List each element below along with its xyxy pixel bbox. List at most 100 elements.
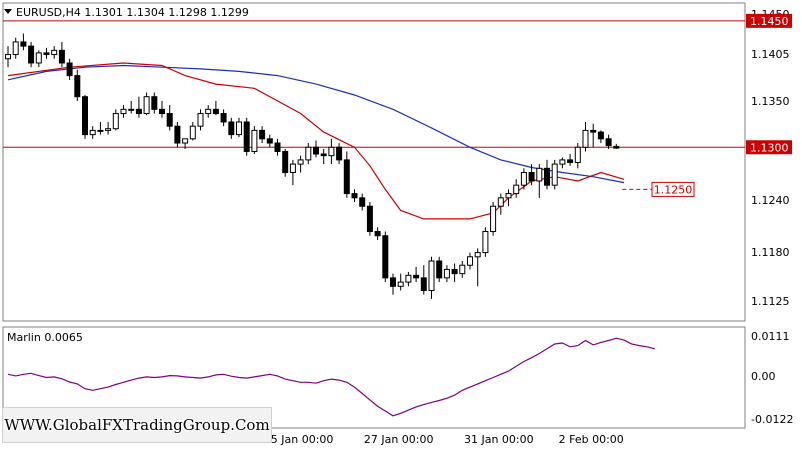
candle	[451, 263, 458, 283]
candle	[174, 121, 181, 148]
x-tick-label: 2 Feb 00:00	[559, 433, 624, 446]
candle	[58, 41, 65, 68]
candle	[251, 126, 258, 154]
candle-body	[43, 52, 50, 56]
symbol-header: EURUSD,H4 1.1301 1.1304 1.1298 1.1299	[16, 6, 249, 19]
candle-body	[513, 184, 520, 195]
candle-body	[451, 268, 458, 275]
candle-body	[174, 125, 181, 144]
candle-body	[189, 125, 196, 140]
candle-body	[536, 167, 543, 182]
candle-body	[597, 131, 604, 140]
price-tick-label: 1.1405	[751, 48, 790, 61]
candle-body	[390, 277, 396, 287]
candle-body	[397, 281, 404, 287]
candle	[289, 159, 296, 186]
price-tick-label: 1.1125	[751, 295, 790, 308]
candle-body	[366, 205, 373, 233]
candle-body	[197, 113, 204, 127]
candle	[428, 256, 435, 299]
candle	[182, 138, 189, 149]
price-chart: 1.1250	[3, 20, 745, 299]
candle-body	[82, 96, 88, 136]
candle-body	[520, 172, 527, 186]
candle-body	[528, 172, 535, 182]
candle	[497, 193, 504, 215]
candle-body	[474, 252, 481, 258]
candle	[520, 168, 527, 190]
candle	[197, 109, 204, 131]
candle	[205, 105, 212, 118]
candle-body	[166, 113, 173, 127]
indicator-label: Marlin 0.0065	[7, 331, 83, 344]
indicator-tick-label: 0.00	[751, 370, 776, 383]
candle-body	[443, 268, 450, 279]
candle-body	[320, 153, 327, 157]
level-price-box	[746, 13, 792, 28]
annotation-label: 1.1250	[654, 183, 693, 196]
level-price-label: 1.1300	[750, 141, 789, 154]
candle	[97, 121, 104, 135]
candle	[20, 33, 27, 51]
candle-body	[5, 54, 11, 60]
candle-body	[574, 146, 581, 163]
candle	[243, 117, 250, 156]
candle-body	[182, 138, 189, 144]
candle	[413, 266, 420, 283]
candle	[274, 138, 281, 156]
x-axis: 25 Jan 00:00 27 Jan 00:00 31 Jan 00:00 2 Fe…	[264, 433, 624, 446]
level-price-box	[746, 140, 792, 155]
candle-body	[205, 108, 212, 115]
candle	[259, 126, 266, 144]
candle-body	[559, 159, 566, 165]
candle-body	[266, 138, 273, 144]
candle-body	[51, 49, 58, 56]
candle	[35, 50, 42, 68]
candle	[212, 100, 219, 116]
price-tick-label: 1.1240	[751, 194, 790, 207]
level-price-boxes: 1.1450 1.1300	[746, 13, 792, 155]
candle	[405, 271, 412, 287]
candle-body	[120, 108, 127, 115]
candle	[12, 37, 19, 59]
candle-body	[66, 62, 73, 77]
candle	[320, 148, 327, 165]
candle	[536, 164, 543, 198]
candle	[135, 96, 142, 118]
candle	[420, 265, 427, 295]
candle	[544, 159, 550, 190]
candle-body	[243, 121, 250, 152]
price-tick-label: 1.1180	[751, 246, 790, 259]
candle-body	[305, 146, 312, 161]
candle	[467, 252, 473, 270]
candle	[66, 58, 73, 80]
price-tick-label: 1.1350	[751, 95, 790, 108]
candle	[228, 117, 235, 139]
candle	[613, 143, 620, 149]
candle-body	[436, 260, 443, 279]
candle-body	[35, 52, 42, 64]
candle-body	[490, 205, 497, 233]
watermark: WWW.GlobalFXTradingGroup.Com	[2, 407, 272, 443]
candle	[482, 227, 489, 257]
candle	[166, 105, 173, 131]
candle-body	[505, 193, 512, 199]
candle-body	[74, 75, 81, 98]
candle-body	[89, 129, 96, 136]
candle-body	[551, 163, 558, 186]
candle	[89, 126, 96, 139]
candle-body	[613, 145, 620, 149]
candle	[505, 189, 512, 207]
indicator-tick-label: -0.0122	[751, 413, 793, 426]
candle	[490, 202, 497, 236]
candle	[313, 140, 319, 158]
candle-body	[497, 197, 504, 207]
x-tick-label: 27 Jan 00:00	[364, 433, 434, 446]
candle-body	[220, 113, 227, 123]
candle-body	[459, 264, 466, 275]
candle	[105, 121, 112, 135]
candle-body	[97, 129, 104, 132]
candle-body	[374, 231, 381, 237]
x-tick-label: 31 Jan 00:00	[464, 433, 534, 446]
